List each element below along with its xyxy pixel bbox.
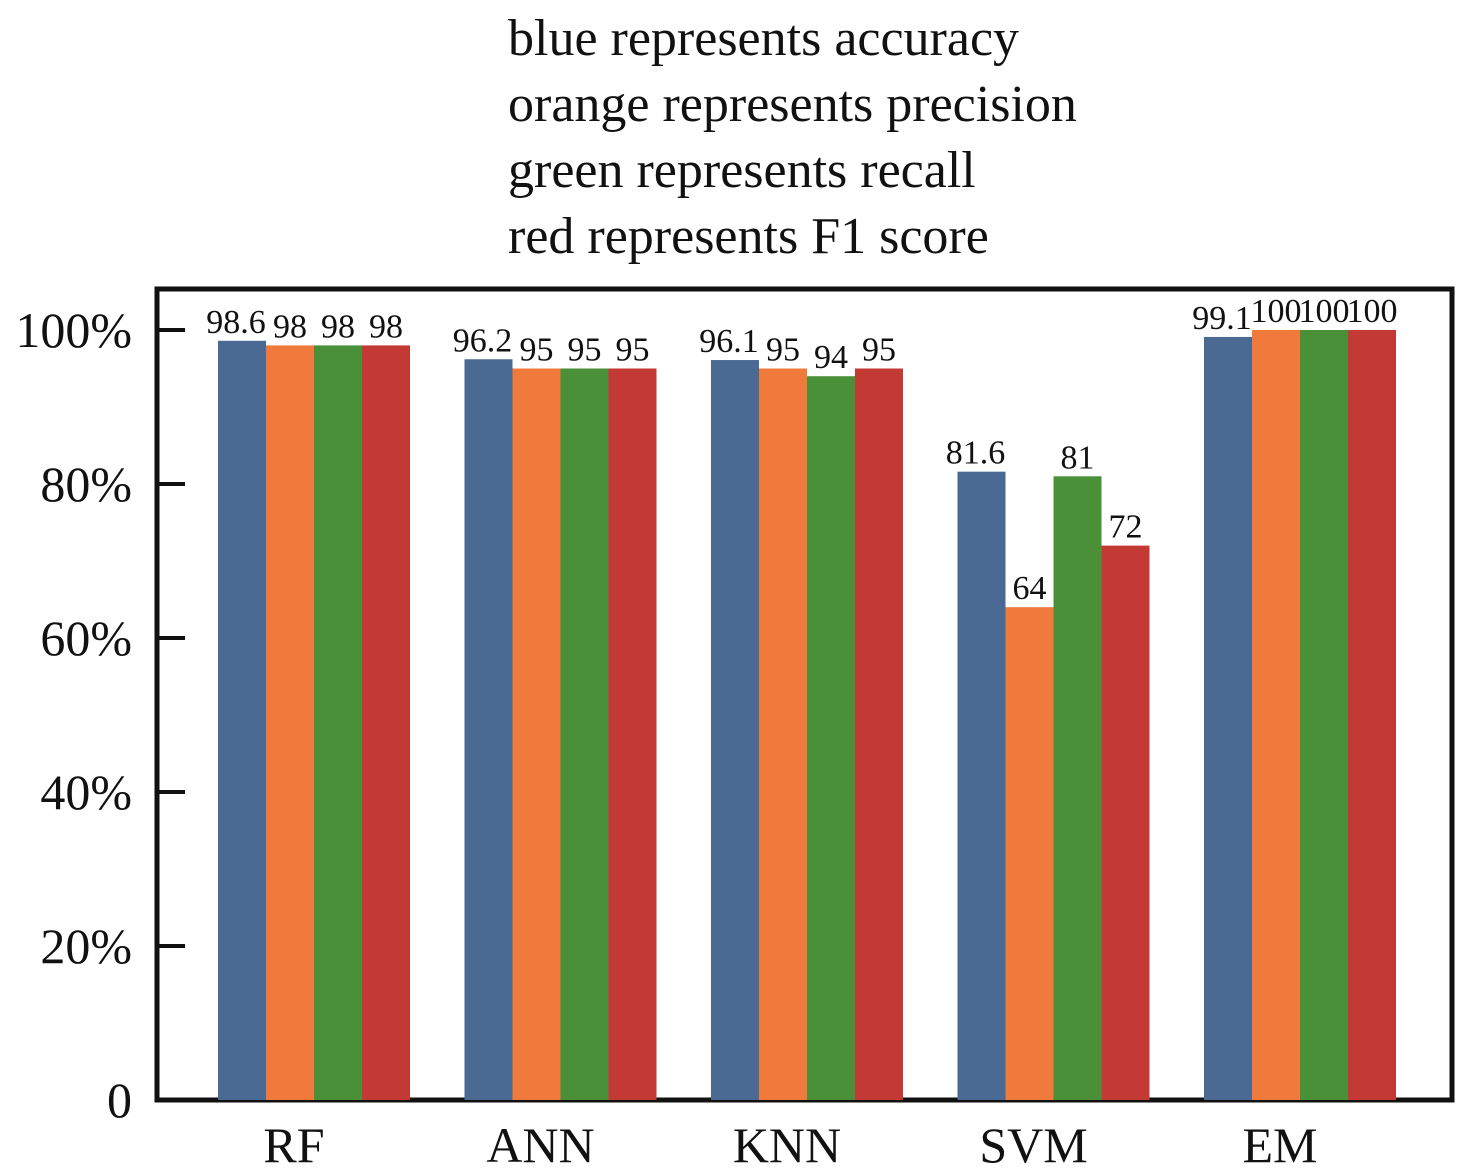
x-category-label: EM [1243,1117,1318,1173]
bar-accuracy-svm [957,471,1006,1100]
data-label-accuracy-knn: 96.1 [699,323,759,360]
bar-recall-ann [560,368,609,1100]
y-tick-label: 0 [107,1072,132,1128]
bar-f1-knn [855,368,903,1100]
bar-accuracy-ann [464,359,513,1100]
y-tick-label: 100% [15,302,132,358]
bar-recall-em [1300,330,1348,1100]
data-label-recall-svm: 81 [1061,439,1095,476]
y-tick-label: 20% [40,918,132,974]
bar-accuracy-em [1204,336,1252,1100]
data-label-accuracy-rf: 98.6 [206,304,266,341]
bar-precision-ann [512,368,561,1100]
data-label-precision-ann: 95 [520,332,554,369]
data-label-f1-rf: 98 [369,308,403,345]
bar-f1-svm [1101,545,1150,1100]
legend-line-recall: green represents recall [508,142,976,199]
legend-line-accuracy: blue represents accuracy [508,10,1019,67]
y-tick-label: 40% [40,764,132,820]
legend-line-precision: orange represents precision [508,76,1077,133]
bars [218,330,1396,1100]
bar-recall-knn [807,376,855,1100]
x-category-label: SVM [979,1117,1087,1173]
bar-recall-svm [1053,476,1102,1100]
data-label-recall-ann: 95 [568,332,602,369]
x-category-label: RF [263,1117,324,1173]
data-label-accuracy-em: 99.1 [1192,300,1252,337]
data-label-precision-svm: 64 [1013,570,1047,607]
data-label-accuracy-svm: 81.6 [946,435,1006,472]
legend: blue represents accuracy orange represen… [508,10,1077,265]
data-label-f1-ann: 95 [616,332,650,369]
data-label-f1-em: 100 [1347,293,1398,330]
x-axis: RF ANN KNN SVM EM [263,1117,1318,1173]
x-category-label: KNN [733,1117,841,1173]
x-category-label: ANN [486,1117,594,1173]
data-label-recall-em: 100 [1299,293,1350,330]
bar-accuracy-knn [711,360,759,1100]
bar-f1-rf [362,345,410,1100]
bar-recall-rf [314,345,362,1100]
data-label-precision-em: 100 [1251,293,1302,330]
data-label-f1-svm: 72 [1109,509,1143,546]
bar-precision-em [1252,330,1300,1100]
data-label-f1-knn: 95 [862,332,896,369]
bar-precision-knn [759,368,807,1100]
bar-precision-svm [1005,607,1054,1100]
y-axis: 0 20% 40% 60% 80% 100% [15,302,185,1128]
data-label-precision-knn: 95 [766,332,800,369]
bar-f1-ann [608,368,657,1100]
bar-f1-em [1348,330,1396,1100]
bar-precision-rf [266,345,314,1100]
data-label-precision-rf: 98 [273,308,307,345]
y-tick-label: 80% [40,456,132,512]
y-tick-label: 60% [40,610,132,666]
bar-accuracy-rf [218,340,266,1100]
data-label-recall-rf: 98 [321,308,355,345]
legend-line-f1: red represents F1 score [508,208,989,265]
data-labels: 98.6 98 98 98 96.2 95 95 95 96.1 95 94 9581.6648172… [206,293,1397,607]
data-label-accuracy-ann: 96.2 [453,322,513,359]
data-label-recall-knn: 94 [814,339,848,376]
